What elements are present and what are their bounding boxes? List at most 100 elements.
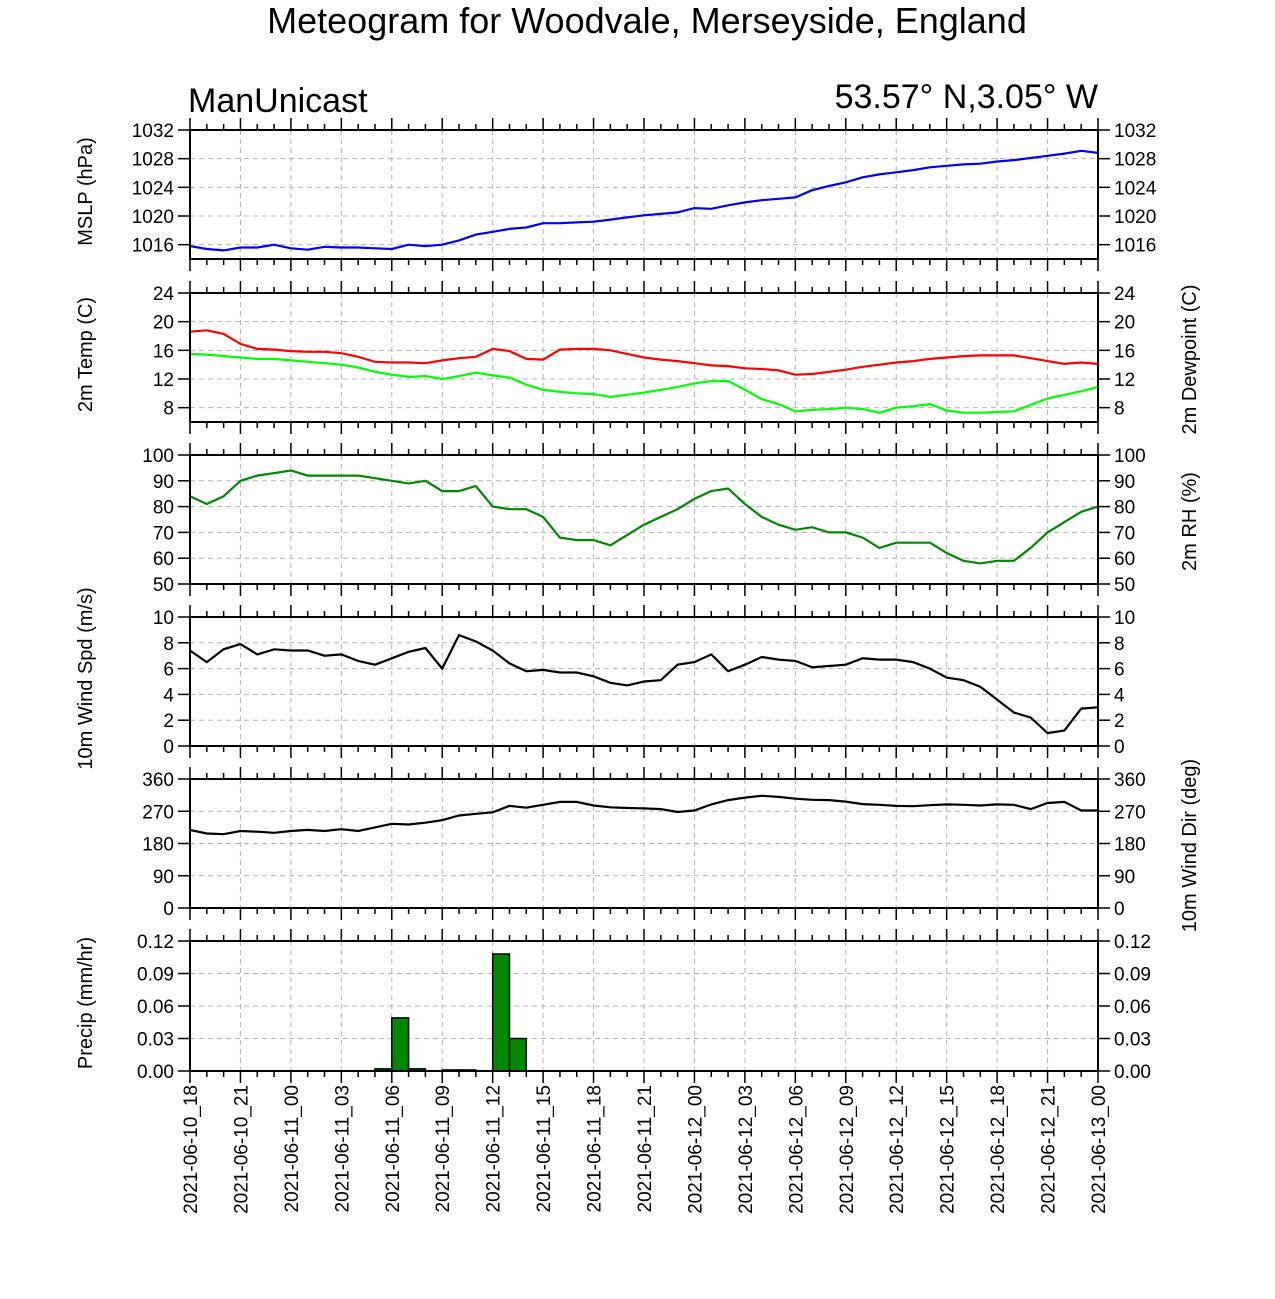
x-tick-label: 2021-06-11_15 [534,1085,555,1212]
y-tick-label-right: 90 [1114,867,1135,888]
series-line-0 [189,329,1099,376]
y-tick-label-right: 24 [1114,284,1136,305]
x-tick-label: 2021-06-12_21 [1039,1085,1060,1214]
y-tick-label-left: 1020 [132,207,174,228]
y-tick-label-right: 180 [1114,835,1146,856]
y-tick-label-left: 90 [153,472,174,493]
y-tick-label-left: 0.12 [137,932,174,953]
x-tick-label: 2021-06-11_03 [332,1085,353,1212]
x-tick-label: 2021-06-11_18 [585,1085,606,1212]
y-tick-label-left: 8 [163,634,174,655]
y-axis-title-left: 10m Wind Spd (m/s) [75,587,97,769]
y-tick-label-left: 360 [142,770,174,791]
precip-bar [491,953,511,1072]
y-tick-label-right: 1020 [1114,207,1156,228]
y-tick-label-right: 2 [1114,711,1125,732]
x-tick-label: 2021-06-13_00 [1089,1085,1110,1214]
precip-bar [391,1017,410,1072]
y-tick-label-left: 0 [163,899,174,920]
y-axis-title-left: Precip (mm/hr) [75,937,97,1069]
y-tick-label-right: 1028 [1114,150,1156,171]
y-axis-title-right: 10m Wind Dir (deg) [1179,759,1201,932]
y-tick-label-left: 100 [142,446,174,467]
x-tick-label: 2021-06-12_09 [837,1085,858,1214]
y-tick-label-left: 0 [163,737,174,758]
x-tick-label: 2021-06-12_03 [736,1085,757,1214]
y-tick-label-right: 8 [1114,399,1125,420]
panel-2: 50 50 60 60 70 70 80 80 90 90 100 100 2m RH (%) [142,443,1201,596]
x-tick-label: 2021-06-12_15 [938,1085,959,1214]
y-tick-label-right: 80 [1114,498,1135,519]
y-tick-label-right: 90 [1114,472,1135,493]
y-tick-label-right: 0 [1114,737,1125,758]
series-line-0 [189,469,1099,565]
y-tick-label-left: 70 [153,523,174,544]
y-tick-label-left: 20 [153,313,174,334]
series-line-1 [189,352,1099,414]
y-tick-label-right: 16 [1114,341,1135,362]
x-tick-label: 2021-06-11_21 [635,1085,656,1212]
y-tick-label-right: 0.12 [1114,932,1151,953]
y-tick-label-left: 0.00 [137,1062,174,1083]
y-tick-label-left: 180 [142,835,174,856]
x-tick-label: 2021-06-11_06 [383,1085,404,1212]
y-tick-label-right: 0.06 [1114,997,1151,1018]
y-tick-label-right: 8 [1114,634,1125,655]
y-tick-label-right: 70 [1114,523,1135,544]
y-tick-label-right: 0 [1114,899,1125,920]
y-tick-label-right: 0.03 [1114,1030,1151,1051]
y-tick-label-left: 6 [163,660,174,681]
y-tick-label-left: 1016 [132,236,174,257]
x-tick-label: 2021-06-12_06 [786,1085,807,1214]
y-axis-title-left: MSLP (hPa) [75,137,97,246]
x-tick-label: 2021-06-11_09 [433,1085,454,1212]
y-tick-label-right: 1032 [1114,121,1156,142]
y-tick-label-left: 1024 [132,178,175,199]
y-tick-label-left: 1032 [132,121,174,142]
y-tick-label-right: 50 [1114,575,1135,596]
x-tick-label: 2021-06-12_18 [988,1085,1009,1214]
panel-4: 0 0 90 90 180 180 270 270 360 360 10m Wind Dir (de… [142,759,1201,932]
y-tick-label-left: 8 [163,399,174,420]
y-tick-label-left: 0.09 [137,965,174,986]
x-axis: 2021-06-10_18 2021-06-10_21 2021-06-11_00 2… [181,1085,1110,1214]
x-tick-label: 2021-06-12_00 [685,1085,706,1214]
series-line-0 [189,794,1098,836]
y-axis-title-right: 2m RH (%) [1179,472,1201,571]
y-tick-label-right: 0.09 [1114,965,1151,986]
y-tick-label-right: 100 [1114,446,1146,467]
y-tick-label-left: 0.06 [137,997,174,1018]
y-tick-label-left: 80 [153,498,174,519]
panel-0: 1016 1016 1020 1020 1024 1024 1028 1028 1032 1032… [75,118,1157,271]
y-tick-label-right: 270 [1114,802,1146,823]
y-tick-label-left: 24 [153,284,175,305]
y-tick-label-left: 10 [153,608,174,629]
y-tick-label-right: 12 [1114,370,1135,391]
precip-bar [508,1037,528,1072]
y-tick-label-left: 16 [153,341,174,362]
y-tick-label-right: 1016 [1114,236,1156,257]
x-tick-label: 2021-06-12_12 [887,1085,908,1214]
y-tick-label-left: 12 [153,370,174,391]
x-tick-label: 2021-06-11_12 [484,1085,505,1212]
y-tick-label-right: 1024 [1114,178,1157,199]
y-axis-title-left: 2m Temp (C) [75,297,97,412]
y-tick-label-right: 20 [1114,313,1135,334]
y-tick-label-left: 1028 [132,150,174,171]
model-label: ManUnicast [188,82,368,120]
x-tick-label: 2021-06-11_00 [282,1085,303,1212]
y-tick-label-left: 90 [153,867,174,888]
x-tick-label: 2021-06-10_21 [231,1085,252,1214]
chart-title: Meteogram for Woodvale, Merseyside, Engl… [267,0,1027,41]
y-tick-label-right: 60 [1114,549,1135,570]
y-tick-label-left: 4 [163,685,174,706]
y-tick-label-left: 270 [142,802,174,823]
panel-1: 8 8 12 12 16 16 20 20 24 24 2m Temp (C) 2m Dewpoint… [75,281,1201,435]
y-tick-label-left: 0.03 [137,1030,174,1051]
y-tick-label-right: 10 [1114,608,1135,629]
y-tick-label-right: 0.00 [1114,1062,1151,1083]
location-label: 53.57° N,3.05° W [835,78,1098,116]
y-tick-label-left: 60 [153,549,174,570]
